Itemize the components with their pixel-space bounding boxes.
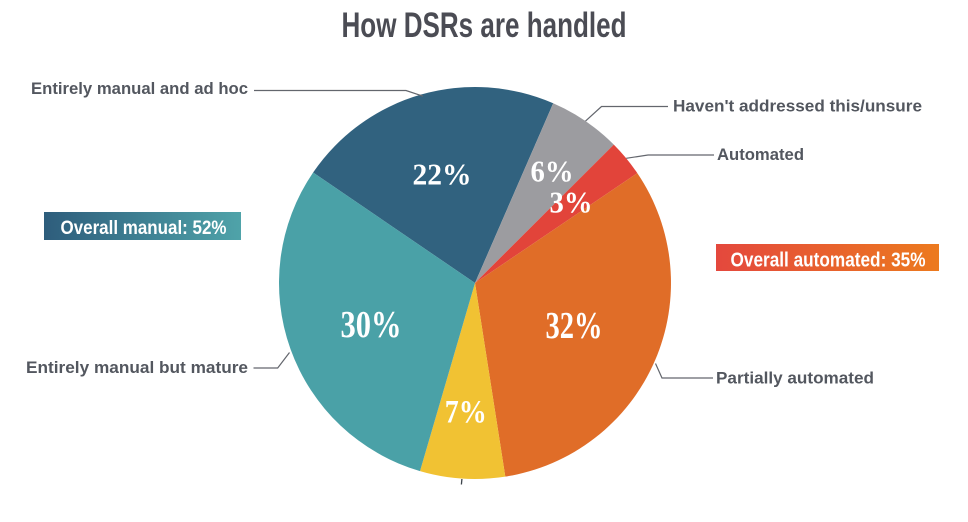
- svg-text:Automated: Automated: [717, 146, 804, 164]
- svg-text:3%: 3%: [550, 185, 593, 220]
- svg-text:Haven't addressed this/unsure: Haven't addressed this/unsure: [673, 98, 922, 116]
- svg-text:Partially automated: Partially automated: [716, 370, 874, 388]
- svg-text:How DSRs are handled: How DSRs are handled: [342, 6, 627, 45]
- svg-text:7%: 7%: [445, 394, 487, 430]
- svg-text:30%: 30%: [341, 304, 402, 346]
- svg-text:6%: 6%: [531, 154, 574, 189]
- svg-text:Entirely manual but mature: Entirely manual but mature: [26, 359, 248, 377]
- svg-text:Entirely manual and ad hoc: Entirely manual and ad hoc: [31, 80, 248, 98]
- svg-text:Overall automated: 35%: Overall automated: 35%: [731, 250, 926, 272]
- svg-text:22%: 22%: [413, 157, 472, 192]
- svg-text:Overall manual: 52%: Overall manual: 52%: [61, 217, 227, 239]
- svg-text:32%: 32%: [546, 305, 603, 347]
